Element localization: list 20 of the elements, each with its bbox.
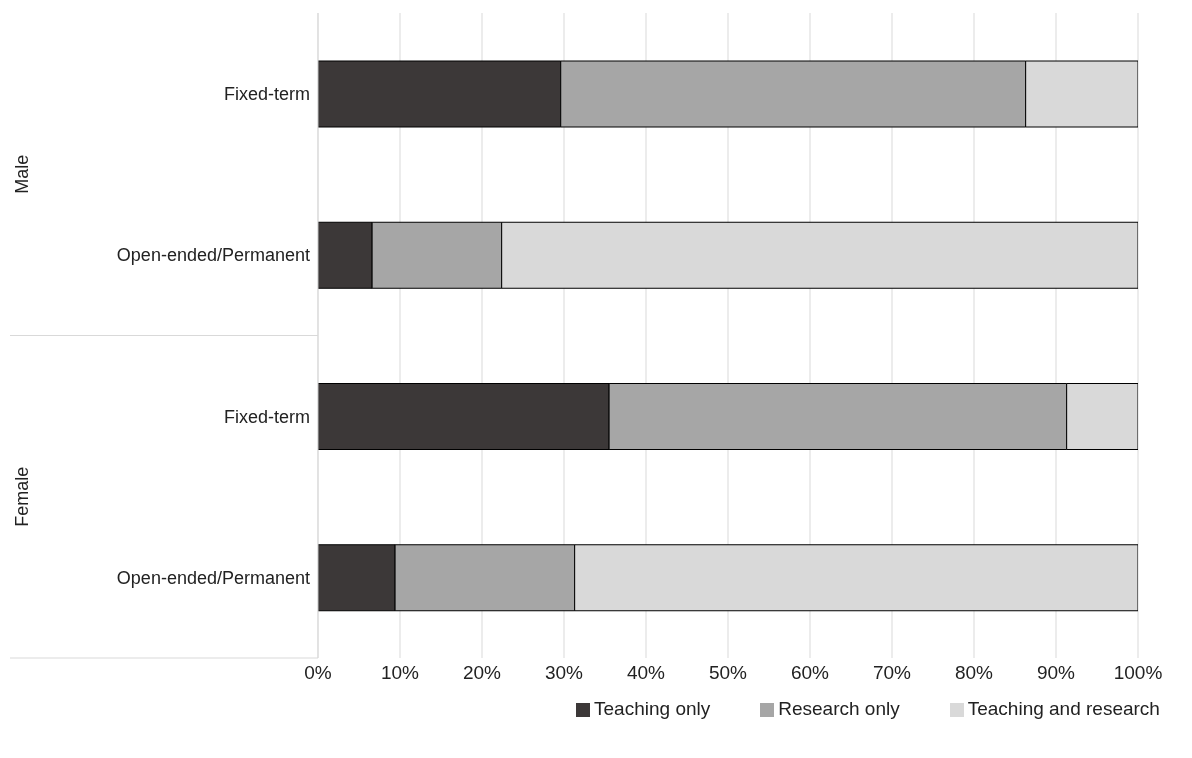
- x-tick-label: 90%: [1036, 662, 1076, 684]
- y-tick-label: Open-ended/Permanent: [116, 245, 310, 266]
- x-tick-label: 60%: [790, 662, 830, 684]
- x-tick-label: 40%: [626, 662, 666, 684]
- y-tick-label: Open-ended/Permanent: [116, 567, 310, 588]
- x-tick-label: 70%: [872, 662, 912, 684]
- legend-label: Research only: [778, 698, 900, 719]
- x-tick-label: 80%: [954, 662, 994, 684]
- x-tick-label: 0%: [304, 662, 332, 684]
- x-tick-label: 50%: [708, 662, 748, 684]
- y-tick-label: Fixed-term: [223, 84, 310, 105]
- y-tick-label: Fixed-term: [223, 406, 310, 427]
- text: Male: [12, 154, 32, 194]
- legend-label: Teaching only: [594, 698, 711, 719]
- text: Female: [12, 466, 32, 527]
- legend-label: Teaching and research: [967, 698, 1160, 719]
- x-tick-label: 30%: [544, 662, 584, 684]
- x-tick-label: 10%: [380, 662, 420, 684]
- x-tick-label: 100%: [1113, 662, 1163, 684]
- x-tick-label: 20%: [462, 662, 502, 684]
